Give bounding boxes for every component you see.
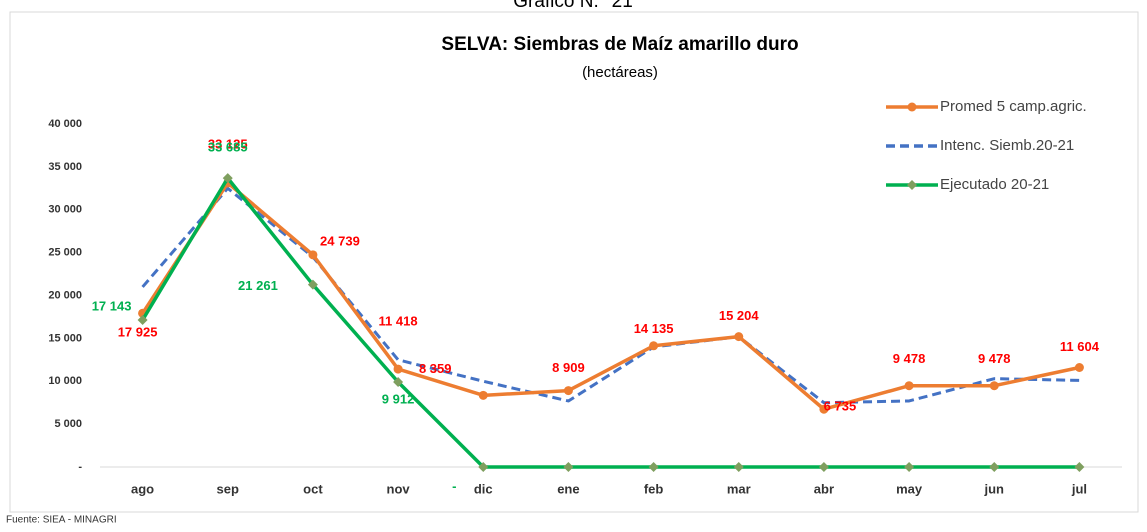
data-label: 24 739 <box>320 233 360 248</box>
chart-subtitle: (hectáreas) <box>582 64 658 81</box>
y-tick-label: 20 000 <box>48 289 82 301</box>
chart-title: SELVA: Siembras de Maíz amarillo duro <box>441 34 798 55</box>
header: Gráfico N.° 21 <box>513 0 633 12</box>
y-tick-label: 15 000 <box>48 332 82 344</box>
x-tick-label: ago <box>131 481 154 496</box>
point <box>307 279 318 290</box>
x-tick-label: jul <box>1071 481 1087 496</box>
x-tick-label: jun <box>984 481 1005 496</box>
data-label: 9 912 <box>382 391 415 406</box>
point <box>818 462 829 472</box>
x-tick-label: oct <box>303 481 323 496</box>
data-label: 14 135 <box>634 321 674 336</box>
x-tick-label: ene <box>557 481 579 496</box>
data-label: 33 125 <box>208 136 248 151</box>
point <box>649 341 659 351</box>
point <box>989 462 1000 472</box>
point <box>478 462 489 472</box>
data-label: - <box>452 478 456 493</box>
y-tick-label: 5 000 <box>54 418 82 430</box>
data-label: 33 685 <box>208 140 248 155</box>
point <box>648 462 659 472</box>
data-label: 17 925 <box>118 325 158 340</box>
data-label: 8 359 <box>419 361 452 376</box>
point <box>393 364 403 374</box>
x-tick-label: abr <box>814 481 834 496</box>
point <box>733 462 744 472</box>
x-tick-label: mar <box>727 481 751 496</box>
data-label: 17 143 <box>92 298 132 313</box>
source-note: Fuente: SIEA - MINAGRI <box>6 515 117 526</box>
point <box>478 390 488 400</box>
point <box>904 462 915 472</box>
legend-label: Intenc. Siemb.20-21 <box>940 137 1074 154</box>
point <box>563 462 574 472</box>
data-label: 9 478 <box>978 351 1011 366</box>
data-label: 6 735 <box>824 399 857 414</box>
x-tick-label: sep <box>217 481 239 496</box>
point <box>989 381 999 391</box>
series-line <box>141 181 1080 411</box>
point <box>393 377 404 388</box>
legend-marker <box>907 102 917 112</box>
y-tick-label: - <box>78 461 82 473</box>
x-tick-label: feb <box>644 481 664 496</box>
point <box>308 250 318 260</box>
point <box>137 314 148 325</box>
chart-border <box>9 11 1139 513</box>
y-tick-label: 40 000 <box>48 118 82 130</box>
data-label: 9 478 <box>893 351 926 366</box>
data-label: 21 261 <box>238 278 278 293</box>
data-label: 15 204 <box>719 308 760 323</box>
data-label: 8 909 <box>552 360 585 375</box>
point <box>1074 362 1084 372</box>
point <box>734 332 744 342</box>
point <box>904 381 914 391</box>
y-tick-label: 35 000 <box>48 161 82 173</box>
x-tick-label: nov <box>387 481 411 496</box>
legend-marker <box>907 180 917 190</box>
legend-label: Promed 5 camp.agric. <box>940 98 1087 115</box>
legend-label: Ejecutado 20-21 <box>940 176 1049 193</box>
series-line <box>141 186 1080 405</box>
data-label: 11 604 <box>1060 339 1100 354</box>
y-tick-label: 30 000 <box>48 204 82 216</box>
x-tick-label: may <box>896 481 923 496</box>
data-label: 11 418 <box>379 314 418 329</box>
series-line <box>141 176 1080 469</box>
point <box>222 173 233 184</box>
x-tick-label: dic <box>474 481 493 496</box>
point <box>819 404 829 414</box>
y-tick-label: 25 000 <box>48 247 82 259</box>
point <box>563 386 573 396</box>
point <box>1074 462 1085 472</box>
y-tick-label: 10 000 <box>48 375 82 387</box>
